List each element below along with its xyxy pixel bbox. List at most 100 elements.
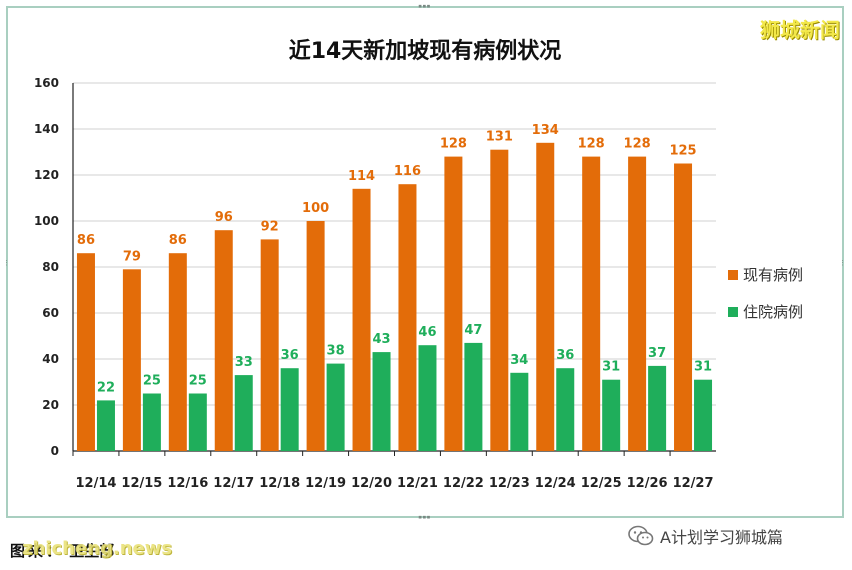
bar-current-cases bbox=[628, 156, 647, 451]
bar-current-cases bbox=[352, 188, 371, 452]
y-tick-label: 40 bbox=[42, 352, 59, 366]
bar-hospitalised-cases bbox=[372, 352, 391, 451]
data-label-hospitalised-cases: 47 bbox=[464, 323, 482, 338]
legend-swatch-current-cases bbox=[728, 270, 738, 280]
data-label-hospitalised-cases: 31 bbox=[602, 360, 620, 375]
y-tick-label: 80 bbox=[42, 260, 59, 274]
chart-title: 近14天新加坡现有病例状况 bbox=[289, 38, 562, 64]
watermark-text: zhicheng.news bbox=[22, 538, 173, 559]
frame-resize-handle-left[interactable]: ⋮ bbox=[3, 259, 10, 267]
data-label-hospitalised-cases: 33 bbox=[235, 355, 253, 370]
source-label: 图来： bbox=[10, 542, 65, 560]
data-label-hospitalised-cases: 43 bbox=[372, 332, 390, 347]
bar-current-cases bbox=[398, 184, 417, 451]
y-tick-label: 20 bbox=[42, 398, 59, 412]
bar-current-cases bbox=[306, 221, 325, 451]
source-caption: 图来： 卫生部 bbox=[10, 540, 114, 561]
x-tick-label: 12/16 bbox=[167, 476, 208, 491]
bar-hospitalised-cases bbox=[326, 363, 345, 451]
data-label-current-cases: 128 bbox=[578, 137, 605, 152]
data-label-current-cases: 100 bbox=[302, 201, 329, 216]
bar-hospitalised-cases bbox=[234, 375, 253, 451]
y-tick-label: 160 bbox=[34, 76, 59, 90]
x-tick-label: 12/26 bbox=[627, 476, 668, 491]
y-tick-label: 60 bbox=[42, 306, 59, 320]
data-label-current-cases: 79 bbox=[123, 249, 141, 264]
x-tick-label: 12/27 bbox=[673, 476, 714, 491]
bar-hospitalised-cases bbox=[96, 400, 115, 451]
bar-chart: 近14天新加坡现有病例状况 0 20 40 60 80 100 120 140 160 12/14… bbox=[34, 38, 803, 491]
data-label-hospitalised-cases: 31 bbox=[694, 360, 712, 375]
bar-hospitalised-cases bbox=[142, 393, 161, 451]
legend-swatch-hospitalised-cases bbox=[728, 307, 738, 317]
data-label-current-cases: 114 bbox=[348, 169, 375, 184]
bar-current-cases bbox=[260, 239, 279, 451]
x-tick-label: 12/20 bbox=[351, 476, 392, 491]
bar-hospitalised-cases bbox=[694, 379, 713, 451]
bar-current-cases bbox=[122, 269, 141, 451]
data-label-current-cases: 116 bbox=[394, 164, 421, 179]
data-label-hospitalised-cases: 34 bbox=[510, 353, 528, 368]
bar-hospitalised-cases bbox=[418, 345, 437, 451]
bar-current-cases bbox=[490, 149, 509, 451]
bar-hospitalised-cases bbox=[464, 342, 483, 451]
data-labels: 86 22 79 25 86 25 96 33 92 36 100 38 114 43 116 46 128 47… bbox=[77, 123, 712, 396]
x-tick-label: 12/24 bbox=[535, 476, 576, 491]
data-label-current-cases: 134 bbox=[532, 123, 559, 138]
bars bbox=[76, 142, 713, 452]
data-label-hospitalised-cases: 46 bbox=[418, 325, 436, 340]
source-value: 卫生部 bbox=[69, 542, 115, 560]
wechat-account-name: A计划学习狮城篇 bbox=[660, 528, 783, 547]
data-label-current-cases: 131 bbox=[486, 130, 513, 145]
bar-current-cases bbox=[536, 142, 555, 452]
bar-hospitalised-cases bbox=[556, 368, 575, 451]
bar-current-cases bbox=[168, 253, 187, 451]
x-tick-label: 12/15 bbox=[121, 476, 162, 491]
legend-label-hospitalised-cases: 住院病例 bbox=[743, 303, 803, 321]
data-label-current-cases: 96 bbox=[215, 210, 233, 225]
x-tick-label: 12/23 bbox=[489, 476, 530, 491]
data-label-current-cases: 128 bbox=[624, 137, 651, 152]
x-tick-label: 12/14 bbox=[75, 476, 116, 491]
data-label-hospitalised-cases: 36 bbox=[556, 348, 574, 363]
data-label-hospitalised-cases: 36 bbox=[281, 348, 299, 363]
bar-hospitalised-cases bbox=[602, 379, 621, 451]
data-label-current-cases: 86 bbox=[77, 233, 95, 248]
y-tick-label: 100 bbox=[34, 214, 59, 228]
data-label-current-cases: 125 bbox=[669, 144, 696, 159]
data-label-hospitalised-cases: 22 bbox=[97, 380, 115, 395]
data-label-current-cases: 92 bbox=[261, 219, 279, 234]
y-tick-label: 120 bbox=[34, 168, 59, 182]
bar-hospitalised-cases bbox=[648, 365, 667, 451]
x-tick-label: 12/19 bbox=[305, 476, 346, 491]
x-tick-label: 12/21 bbox=[397, 476, 438, 491]
data-label-hospitalised-cases: 38 bbox=[327, 344, 345, 359]
frame-resize-handle-top[interactable]: ▪▪▪ bbox=[418, 2, 431, 10]
bar-current-cases bbox=[214, 230, 233, 451]
x-tick-label: 12/25 bbox=[581, 476, 622, 491]
data-label-hospitalised-cases: 37 bbox=[648, 346, 666, 361]
data-label-current-cases: 86 bbox=[169, 233, 187, 248]
frame-resize-handle-right[interactable]: ⋮ bbox=[839, 259, 846, 267]
x-tick-label: 12/22 bbox=[443, 476, 484, 491]
brand-logo-text: 狮城新闻 bbox=[760, 18, 840, 42]
legend-label-current-cases: 现有病例 bbox=[743, 266, 803, 284]
x-tick-label: 12/17 bbox=[213, 476, 254, 491]
data-label-current-cases: 128 bbox=[440, 137, 467, 152]
bar-current-cases bbox=[582, 156, 601, 451]
bar-current-cases bbox=[674, 163, 693, 451]
bar-hospitalised-cases bbox=[280, 368, 299, 451]
bar-hospitalised-cases bbox=[188, 393, 207, 451]
bar-current-cases bbox=[444, 156, 463, 451]
y-tick-label: 0 bbox=[51, 444, 59, 458]
frame-resize-handle-bottom[interactable]: ▪▪▪ bbox=[418, 513, 431, 521]
y-tick-label: 140 bbox=[34, 122, 59, 136]
bar-hospitalised-cases bbox=[510, 372, 529, 451]
wechat-account-tag[interactable]: A计划学习狮城篇 bbox=[628, 524, 783, 548]
x-tick-label: 12/18 bbox=[259, 476, 300, 491]
wechat-icon bbox=[628, 525, 654, 546]
data-label-hospitalised-cases: 25 bbox=[143, 374, 161, 389]
bar-current-cases bbox=[76, 253, 95, 451]
data-label-hospitalised-cases: 25 bbox=[189, 374, 207, 389]
